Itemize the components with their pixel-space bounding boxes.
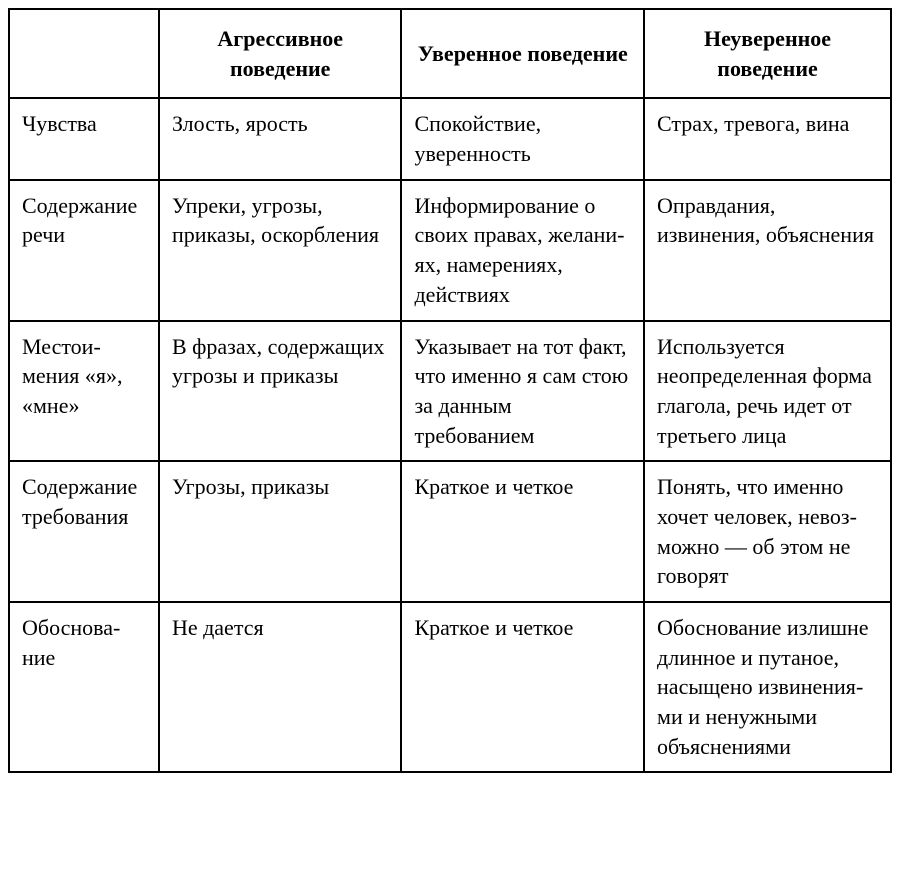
header-unsure: Неуверенное поведение (644, 9, 891, 98)
row-label: Обоснова­ние (9, 602, 159, 772)
row-label: Чувства (9, 98, 159, 179)
cell-aggressive: Злость, ярость (159, 98, 402, 179)
cell-aggressive: Угрозы, приказы (159, 461, 402, 602)
row-label: Местои­мения «я», «мне» (9, 321, 159, 462)
cell-confident: Информиро­вание о своих правах, желани­я… (401, 180, 644, 321)
cell-aggressive: Упреки, угрозы, приказы, оскорб­ления (159, 180, 402, 321)
cell-unsure: Используется неопределенная форма глагол… (644, 321, 891, 462)
cell-aggressive: В фразах, содер­жащих угрозы и приказы (159, 321, 402, 462)
cell-unsure: Страх, тревога, вина (644, 98, 891, 179)
cell-unsure: Понять, что именно хочет человек, невоз­… (644, 461, 891, 602)
cell-confident: Указывает на тот факт, что именно я сам … (401, 321, 644, 462)
header-confident: Уверенное поведение (401, 9, 644, 98)
table-header-row: Агрессивное поведение Уверенное поведени… (9, 9, 891, 98)
cell-confident: Краткое и четкое (401, 461, 644, 602)
table-row: Чувства Злость, ярость Спокойствие, увер… (9, 98, 891, 179)
table-row: Содержа­ние речи Упреки, угрозы, приказы… (9, 180, 891, 321)
table-row: Местои­мения «я», «мне» В фразах, содер­… (9, 321, 891, 462)
row-label: Содержа­ние требо­вания (9, 461, 159, 602)
table-row: Содержа­ние требо­вания Угрозы, приказы … (9, 461, 891, 602)
behavior-comparison-table: Агрессивное поведение Уверенное поведени… (8, 8, 892, 773)
header-empty (9, 9, 159, 98)
cell-unsure: Обоснование из­лишне длинное и путаное, … (644, 602, 891, 772)
header-aggressive: Агрессивное поведение (159, 9, 402, 98)
row-label: Содержа­ние речи (9, 180, 159, 321)
cell-confident: Краткое и четкое (401, 602, 644, 772)
cell-aggressive: Не дается (159, 602, 402, 772)
cell-unsure: Оправдания, извинения, объ­яснения (644, 180, 891, 321)
cell-confident: Спокойствие, уверенность (401, 98, 644, 179)
table-row: Обоснова­ние Не дается Краткое и четкое … (9, 602, 891, 772)
